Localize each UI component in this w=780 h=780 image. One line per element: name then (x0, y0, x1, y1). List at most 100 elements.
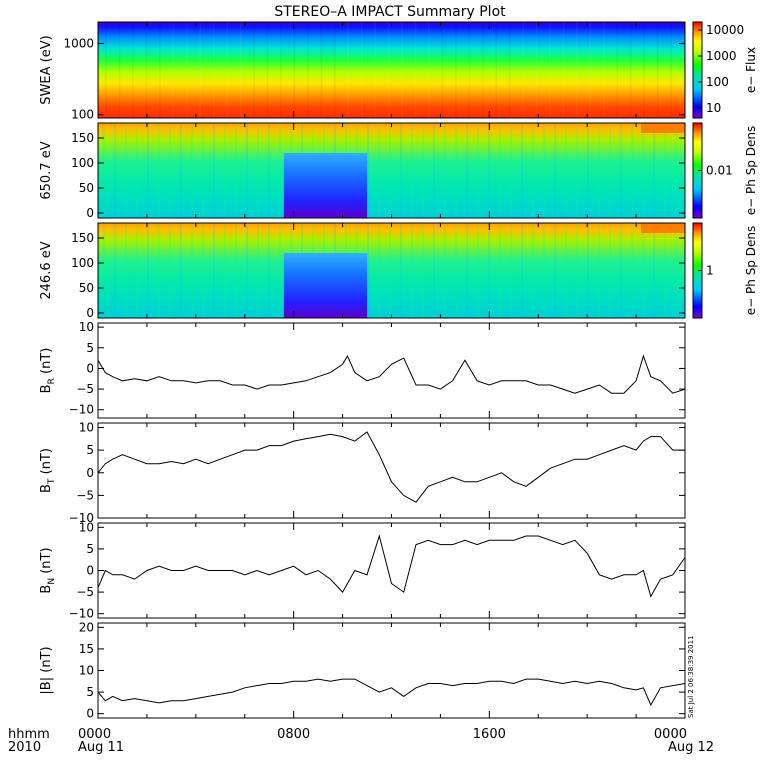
heatmap-stripe (468, 22, 471, 118)
colorbar-tick-label: 10 (706, 101, 721, 115)
ylabel-subscript: N (47, 578, 57, 585)
heatmap-stripe (499, 223, 502, 318)
ytick-label: 20 (79, 620, 94, 634)
heatmap-stripe (146, 223, 149, 318)
ytick-label: 10 (79, 320, 94, 334)
colorbar (692, 21, 703, 119)
high-flux-region (640, 223, 685, 233)
heatmap-stripe (389, 123, 392, 218)
heatmap-stripe (400, 223, 403, 318)
ytick-label: 0 (86, 707, 94, 721)
ytick-label: 5 (86, 685, 94, 699)
heatmap-stripe (266, 22, 269, 118)
heatmap-stripe (374, 22, 376, 118)
heatmap-stripe (664, 223, 667, 318)
ytick-label: 0 (86, 564, 94, 578)
ylabel: 650.7 eV (39, 141, 54, 199)
ytick-label: 100 (71, 108, 94, 122)
heatmap-stripe (411, 223, 414, 318)
panel-frame (97, 522, 686, 619)
timestamp-stamp: Sat Jul 2 06:38:39 2011 (687, 635, 695, 718)
xtick-label: 0800 (277, 727, 310, 742)
ytick-label: 5 (86, 341, 94, 355)
heatmap-stripe (554, 123, 557, 218)
heatmap-stripe (609, 223, 612, 318)
ylabel-text: 246.6 eV (39, 241, 54, 299)
heatmap-stripe (212, 223, 215, 318)
heatmap-stripe (670, 22, 672, 118)
heatmap-stripe (508, 22, 511, 118)
heatmap-stripe (631, 223, 634, 318)
heatmap-stripe (212, 22, 215, 118)
heatmap-stripe (543, 123, 546, 218)
ylabel-main: B (39, 585, 54, 594)
series-line (97, 678, 686, 707)
heatmap-stripe (598, 123, 601, 218)
heatmap-stripe (199, 22, 202, 118)
heatmap-stripe (226, 22, 228, 118)
heatmap-stripe (565, 123, 568, 218)
panel-frame (97, 322, 686, 419)
heatmap-stripe (433, 123, 436, 218)
heatmap-stripe (253, 22, 255, 118)
start-date-label: Aug 11 (78, 740, 124, 755)
heatmap-stripe (543, 223, 546, 318)
colorbar-label: e− Ph Sp Dens (744, 226, 758, 315)
heatmap-stripe (477, 223, 480, 318)
ylabel-main: 650.7 eV (39, 141, 54, 199)
heatmap-stripe (118, 22, 121, 118)
heatmap-stripe (653, 123, 656, 218)
ylabel: SWEA (eV) (39, 35, 54, 104)
heatmap-stripe (367, 223, 370, 318)
heatmap-stripe (481, 22, 484, 118)
heatmap-stripe (477, 123, 480, 218)
ytick-label: 50 (79, 281, 94, 295)
ylabel-subscript: T (47, 478, 57, 485)
heatmap-stripe (223, 123, 226, 218)
ytick-label: 0 (86, 206, 94, 220)
heatmap-stripe (565, 223, 568, 318)
heatmap-stripe (190, 123, 193, 218)
heatmap-stripe (278, 123, 281, 218)
heatmap-stripe (631, 123, 634, 218)
ytick-label: 10 (79, 520, 94, 534)
depletion-region (283, 153, 368, 218)
heatmap-stripe (656, 22, 659, 118)
heatmap-fill (98, 22, 685, 118)
ylabel-subscript: R (47, 378, 57, 384)
heatmap-stripe (320, 22, 323, 118)
heatmap-stripe (433, 223, 436, 318)
colorbar-tick-label: 1000 (706, 49, 737, 63)
hhmm-label: hhmm (8, 727, 50, 742)
heatmap-stripe (168, 123, 171, 218)
heatmap-stripe (267, 223, 270, 318)
heatmap-stripe (168, 223, 171, 318)
heatmap-stripe (102, 123, 105, 218)
heatmap-stripe (378, 123, 381, 218)
ytick-label: 0 (86, 306, 94, 320)
heatmap-stripe (589, 22, 592, 118)
heatmap-stripe (455, 223, 458, 318)
ylabel-text: SWEA (eV) (39, 35, 54, 104)
ylabel: |B| (nT) (39, 646, 54, 694)
heatmap-stripe (441, 22, 444, 118)
ytick-label: 50 (79, 181, 94, 195)
heatmap-stripe (616, 22, 619, 118)
ylabel-main: 246.6 eV (39, 241, 54, 299)
heatmap-stripe (532, 223, 535, 318)
heatmap-stripe (642, 123, 645, 218)
ytick-label: −5 (76, 382, 94, 396)
heatmap-stripe (267, 123, 270, 218)
heatmap-stripe (239, 22, 242, 118)
panel-frame (97, 422, 686, 519)
heatmap-stripe (256, 223, 259, 318)
colorbar-label: e− Flux (744, 47, 758, 93)
ytick-label: 150 (71, 231, 94, 245)
ylabel-unit: (nT) (39, 547, 54, 577)
heatmap-stripe (521, 223, 524, 318)
heatmap-stripe (554, 223, 557, 318)
heatmap-stripe (159, 22, 161, 118)
ytick-label: 0 (86, 361, 94, 375)
